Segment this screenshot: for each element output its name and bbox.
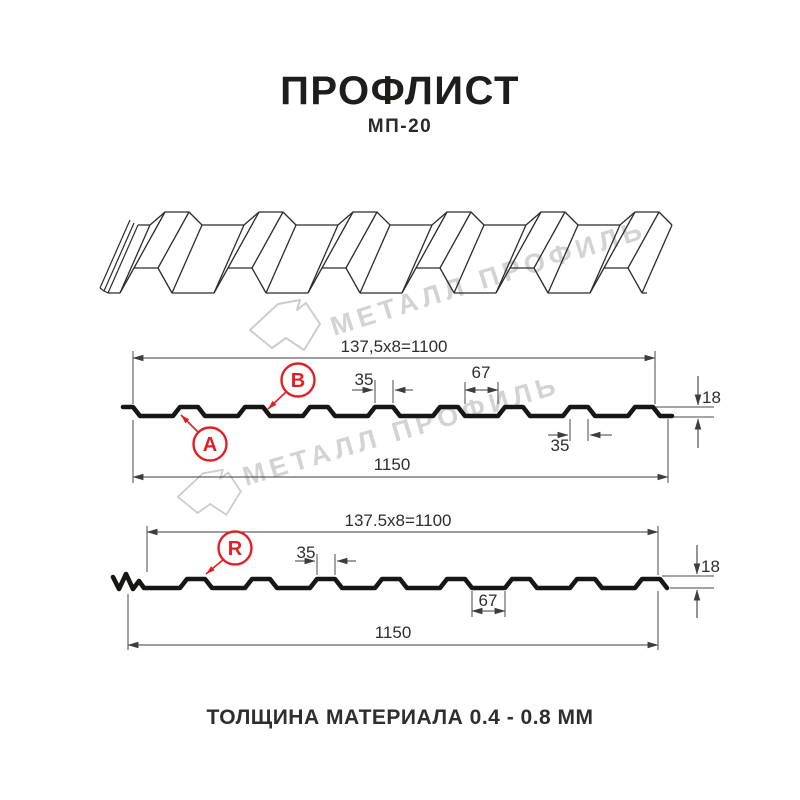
watermark-upper: МЕТАЛЛ ПРОФИЛЬ — [249, 214, 650, 351]
dim-profile-height: 18 — [702, 388, 721, 407]
dim-total-width-bottom: 1150 — [375, 623, 412, 642]
page-title: ПРОФЛИСТ — [280, 69, 520, 113]
radius-r-label: R — [228, 538, 243, 560]
profile-outline-bottom — [110, 571, 670, 592]
side-b-label: B — [291, 370, 305, 392]
callout-radius-r: R — [205, 530, 253, 575]
callout-side-b: B — [267, 362, 316, 410]
dim-rib-top-width: 35 — [297, 543, 316, 562]
brand-logo-watermark-icon — [249, 299, 321, 351]
dim-profile-height: 18 — [701, 557, 720, 576]
dim-rib-top-width: 35 — [355, 370, 374, 389]
side-a-label: A — [203, 434, 217, 456]
dim-module-width-top: 137,5x8=1100 — [341, 337, 448, 356]
profile-outline-top — [120, 404, 675, 419]
dim-rib-top-width-below: 35 — [551, 436, 570, 455]
section-top: 137,5x8=1100 1150 35 67 18 35 A — [120, 337, 721, 483]
watermark-lower: МЕТАЛЛ ПРОФИЛЬ — [176, 369, 564, 516]
dim-valley-width: 67 — [472, 363, 491, 382]
material-thickness-note: ТОЛЩИНА МАТЕРИАЛА 0.4 - 0.8 ММ — [206, 706, 593, 729]
section-bottom: 137.5x8=1100 1150 35 67 18 R — [110, 511, 720, 650]
callout-side-a: A — [180, 414, 228, 462]
dim-valley-width: 67 — [479, 591, 498, 610]
dim-module-width-bottom: 137.5x8=1100 — [345, 511, 452, 530]
sheet-3d-drawing — [99, 211, 673, 294]
dim-total-width-top: 1150 — [374, 455, 411, 474]
product-code: МП-20 — [368, 116, 432, 137]
watermark-text: МЕТАЛЛ ПРОФИЛЬ — [327, 214, 650, 342]
